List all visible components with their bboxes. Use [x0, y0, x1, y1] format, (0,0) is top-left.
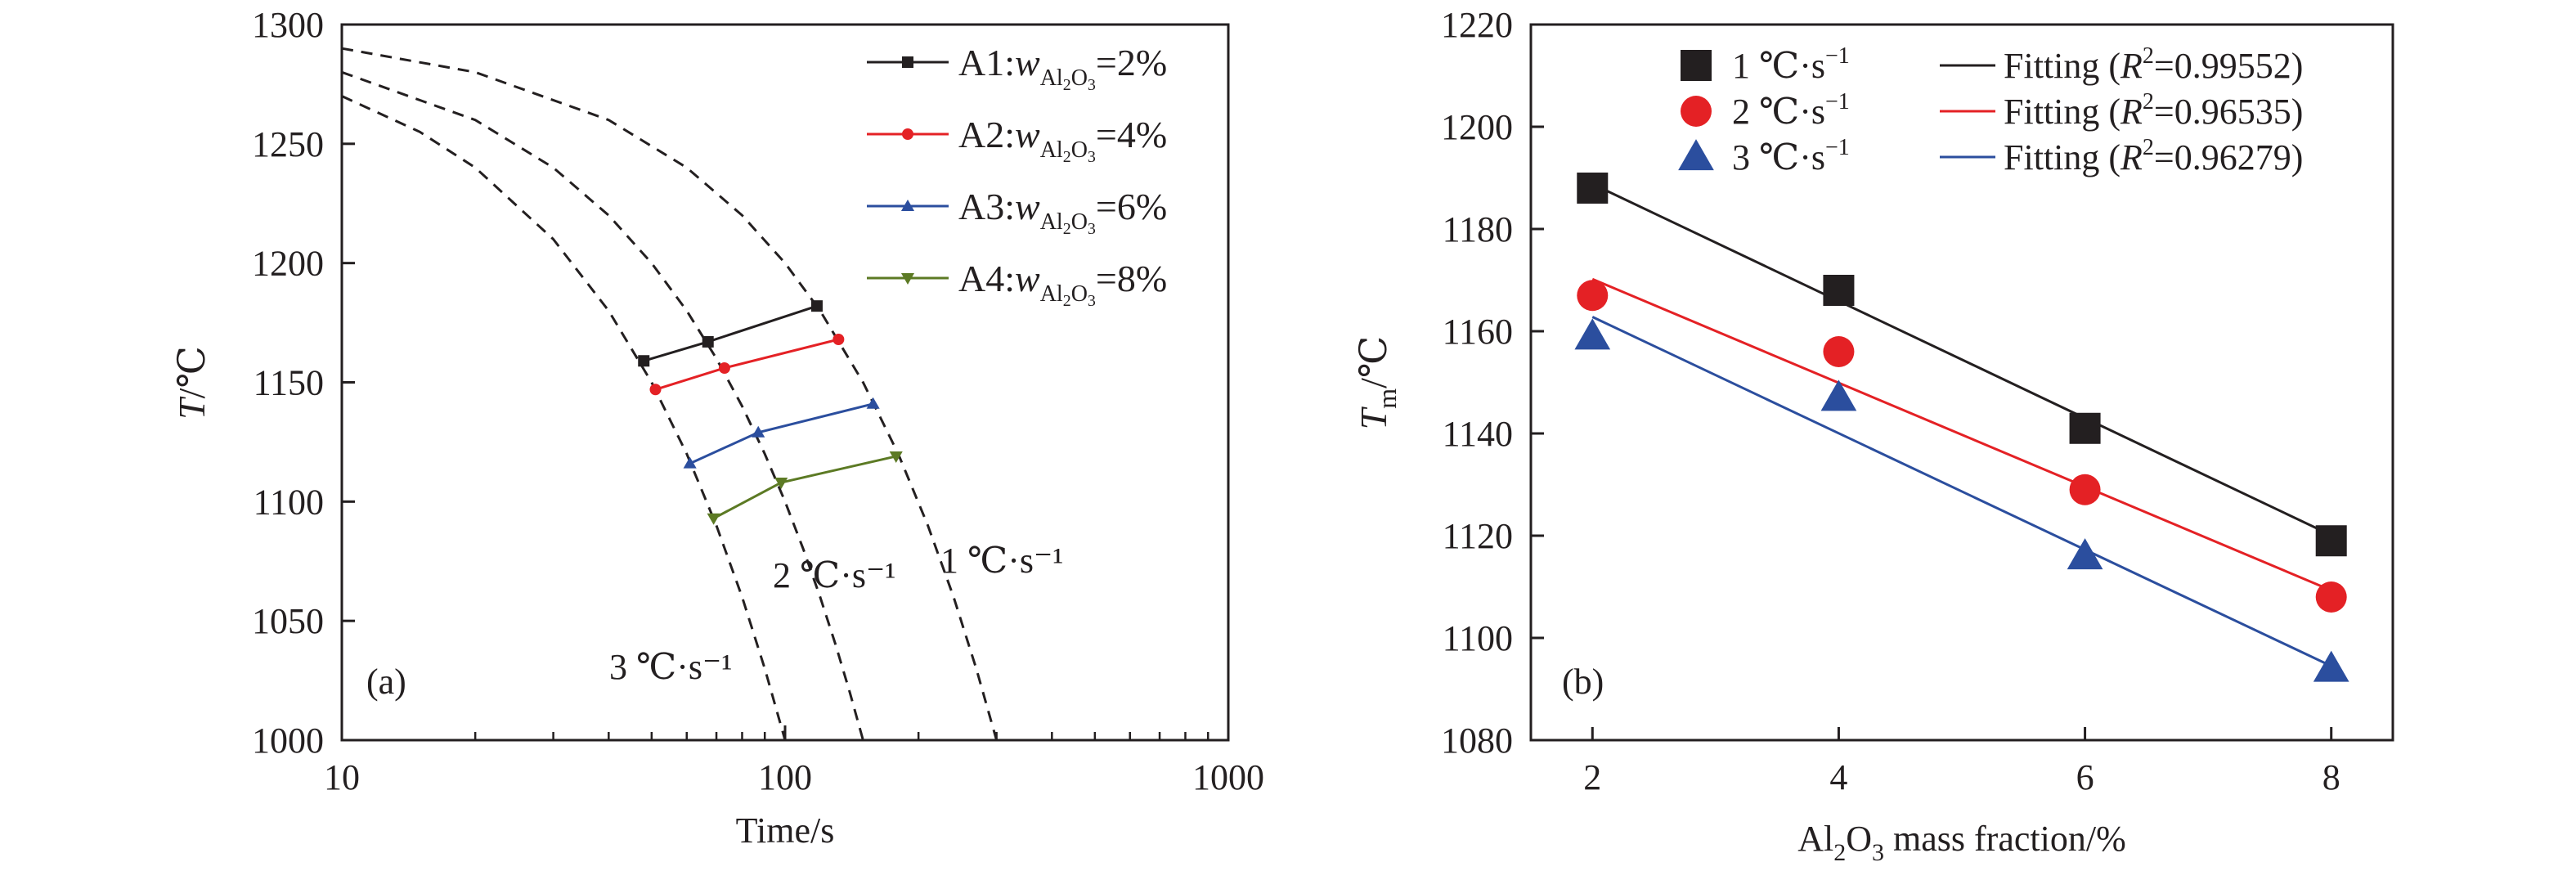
- y-axis-title-a: T/℃: [171, 346, 213, 420]
- x-tick-label-b: 8: [2322, 757, 2340, 797]
- legend-label-A2: A2:wAl2O3=4%: [958, 114, 1167, 166]
- x-tick-label-b: 2: [1583, 757, 1601, 797]
- y-tick-label-b: 1200: [1441, 107, 1513, 147]
- x-axis-title-a: Time/s: [736, 810, 835, 851]
- series-line-A2: [655, 338, 839, 391]
- y-tick-label-b: 1140: [1443, 414, 1513, 454]
- x-tick-label-a: 10: [324, 757, 360, 797]
- series-line-A4: [712, 455, 897, 520]
- y-tick-label-b: 1100: [1443, 618, 1513, 658]
- data-point-A3: [683, 456, 697, 469]
- data-point-A3: [866, 397, 880, 409]
- legend-label-A3: A3:wAl2O3=6%: [958, 186, 1167, 238]
- data-point-rate-1: [2315, 525, 2347, 557]
- chart-panel-a: 1000 1050 1100 1150 1200 1250 1300 10 100 1000 A1…: [171, 5, 1264, 851]
- y-tick-label-b: 1220: [1441, 5, 1513, 45]
- legend-marker-A2: [902, 128, 913, 140]
- data-point-A2: [832, 334, 845, 345]
- data-point-A1: [810, 300, 823, 312]
- legend-marker-A4: [900, 273, 915, 285]
- data-point-A2: [718, 362, 730, 374]
- chart-panel-b: 1080 1100 1120 1140 1160 1180 1200 1220 2 4 6 8 1 ℃…: [1353, 5, 2394, 866]
- cooling-label-3: 3 ℃·s⁻¹: [609, 647, 732, 687]
- axis-ticks-b: 1080 1100 1120 1140 1160 1180 1200 1220 2 4 6 8: [1441, 5, 2340, 797]
- y-tick-label-a: 1000: [252, 721, 324, 761]
- cooling-curve-1: [341, 47, 999, 741]
- fit-line-2: [1591, 277, 2332, 592]
- cooling-label-2: 2 ℃·s⁻¹: [773, 555, 895, 595]
- x-tick-label-a: 100: [758, 757, 812, 797]
- y-axis-title-b: Tm/℃: [1353, 336, 1402, 430]
- data-point-rate-3: [1820, 379, 1857, 411]
- data-point-rate-1: [1823, 275, 1855, 306]
- cooling-curves-a: [341, 47, 999, 741]
- panel-label-a: (a): [366, 662, 406, 702]
- data-point-rate-2: [1823, 336, 1855, 367]
- legend-rate-label-1: 1 ℃·s−1: [1732, 43, 1850, 86]
- y-tick-label-b: 1160: [1443, 312, 1513, 352]
- legend-fit-label-1: Fitting (R2=0.99552): [2004, 43, 2303, 86]
- series-line-A3: [689, 402, 874, 465]
- legend-marker-A3: [900, 199, 915, 211]
- legend-marker-rate-2: [1681, 96, 1712, 127]
- x-tick-label-b: 4: [1829, 757, 1847, 797]
- y-tick-label-a: 1250: [252, 124, 324, 164]
- y-tick-label-b: 1120: [1443, 516, 1513, 556]
- data-point-rate-1: [1577, 173, 1609, 204]
- series-line-A1: [643, 304, 818, 362]
- legend-marker-A1: [902, 56, 913, 68]
- data-point-rate-1: [2069, 412, 2101, 444]
- fit-line-1: [1591, 182, 2332, 537]
- cooling-curve-2: [341, 70, 864, 741]
- legend-rate-label-2: 2 ℃·s−1: [1732, 89, 1850, 132]
- data-point-rate-3: [1574, 318, 1611, 350]
- data-point-A1: [638, 355, 650, 367]
- data-point-A3: [752, 425, 765, 438]
- data-point-rate-2: [2315, 581, 2347, 613]
- legend-rate-label-3: 3 ℃·s−1: [1732, 135, 1850, 177]
- cooling-label-1: 1 ℃·s⁻¹: [940, 541, 1063, 581]
- data-point-A4: [707, 513, 720, 525]
- axis-ticks-a: 1000 1050 1100 1150 1200 1250 1300 10 100 1000: [252, 5, 1264, 797]
- legend-marker-rate-1: [1681, 50, 1712, 81]
- data-point-rate-2: [1577, 280, 1609, 312]
- legend-fit-label-3: Fitting (R2=0.96279): [2004, 135, 2303, 177]
- y-tick-label-a: 1300: [252, 5, 324, 45]
- y-tick-label-b: 1080: [1441, 721, 1513, 761]
- legend-marker-rate-3: [1678, 139, 1714, 171]
- data-point-A2: [649, 384, 662, 396]
- data-point-A1: [702, 335, 714, 348]
- x-axis-title-b: Al2O3 mass fraction/%: [1797, 819, 2125, 866]
- plot-frame-b: [1529, 23, 2394, 742]
- legend-label-A1: A1:wAl2O3=2%: [958, 42, 1167, 94]
- data-point-rate-2: [2069, 474, 2101, 505]
- y-tick-label-a: 1150: [254, 363, 324, 403]
- x-tick-label-a: 1000: [1192, 757, 1264, 797]
- data-point-rate-3: [2067, 538, 2103, 570]
- data-point-rate-3: [2313, 650, 2349, 682]
- fit-lines-b: [1591, 182, 2332, 667]
- fit-line-3: [1591, 316, 2332, 667]
- series-group-a: [638, 300, 903, 525]
- x-tick-label-b: 6: [2076, 757, 2094, 797]
- series-group-b: [1574, 173, 2349, 682]
- legend-label-A4: A4:wAl2O3=8%: [958, 258, 1167, 310]
- y-tick-label-a: 1100: [254, 482, 324, 522]
- y-tick-label-a: 1200: [252, 244, 324, 284]
- y-tick-label-a: 1050: [252, 601, 324, 641]
- cooling-curve-3: [341, 95, 787, 741]
- data-point-A4: [774, 478, 788, 490]
- legend-a: A1:wAl2O3=2% A2:wAl2O3=4% A3:wAl2O3=6% A4:w…: [867, 42, 1167, 310]
- panel-label-b: (b): [1562, 662, 1604, 702]
- data-point-A4: [889, 451, 903, 463]
- y-tick-label-b: 1180: [1443, 209, 1513, 249]
- legend-b: 1 ℃·s−1 Fitting (R2=0.99552) 2 ℃·s−1 Fittin…: [1678, 43, 2303, 177]
- legend-fit-label-2: Fitting (R2=0.96535): [2004, 89, 2303, 132]
